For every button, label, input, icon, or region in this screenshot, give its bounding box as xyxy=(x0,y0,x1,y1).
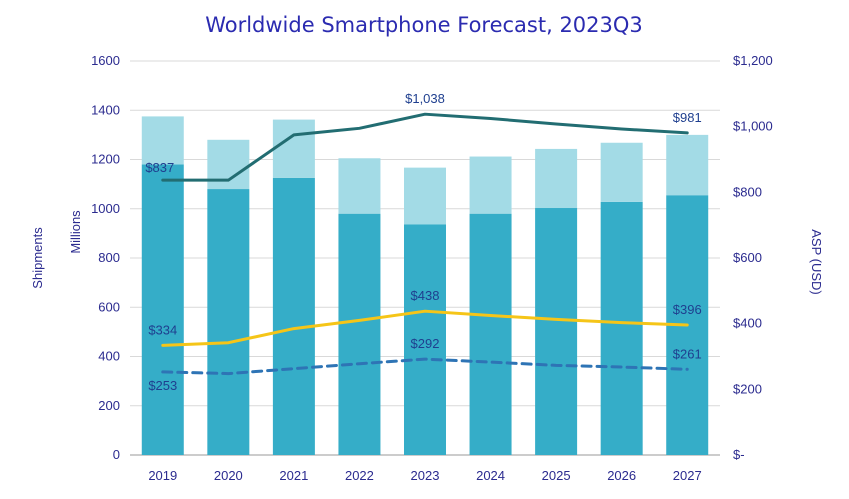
x-tick-label: 2023 xyxy=(411,468,440,483)
line-android-asp xyxy=(161,357,689,376)
bar-ios-2022 xyxy=(338,158,381,214)
bar-ios-2026 xyxy=(600,142,643,202)
right-tick-label: $1,200 xyxy=(733,53,773,68)
x-tick-label: 2027 xyxy=(673,468,702,483)
bar-ios-2021 xyxy=(272,119,315,178)
right-tick-label: $200 xyxy=(733,381,762,396)
bar-ios-2025 xyxy=(535,148,578,209)
bar-android-2025 xyxy=(535,208,578,455)
line-series xyxy=(161,112,689,376)
left-tick-label: 600 xyxy=(98,299,120,314)
left-tick-label: 1400 xyxy=(91,102,120,117)
data-label: $438 xyxy=(411,288,440,303)
data-label: $1,038 xyxy=(405,91,445,106)
data-label: $396 xyxy=(673,302,702,317)
bar-ios-2023 xyxy=(404,167,446,225)
right-tick-label: $800 xyxy=(733,184,762,199)
left-tick-label: 800 xyxy=(98,250,120,265)
line-overall-asp xyxy=(161,309,689,347)
data-labels: $837 $1,038 $981 $334 $438 $396 $253 $292 $261 xyxy=(145,91,701,393)
right-axis-ticks: $- $200 $400 $600 $800 $1,000 $1,200 xyxy=(733,53,773,462)
left-axis-label-millions: Millions xyxy=(68,210,83,254)
bar-ios-2019 xyxy=(141,116,184,165)
x-tick-label: 2022 xyxy=(345,468,374,483)
bar-android-2026 xyxy=(600,201,643,455)
data-label: $334 xyxy=(148,322,177,337)
left-axis-ticks: 0 200 400 600 800 1000 1200 1400 1600 xyxy=(91,53,120,462)
data-label: $981 xyxy=(673,110,702,125)
right-axis-label: ASP (USD) xyxy=(809,229,824,295)
bar-ios-2027 xyxy=(666,134,709,196)
bar-android-2020 xyxy=(207,189,250,456)
x-tick-label: 2019 xyxy=(148,468,177,483)
x-tick-label: 2020 xyxy=(214,468,243,483)
left-tick-label: 1600 xyxy=(91,53,120,68)
data-label: $837 xyxy=(145,160,174,175)
x-tick-label: 2025 xyxy=(542,468,571,483)
right-tick-label: $- xyxy=(733,447,745,462)
bar-ios-2024 xyxy=(469,156,512,214)
right-tick-label: $600 xyxy=(733,250,762,265)
x-axis-ticks: 2019 2020 2021 2022 2023 2024 2025 2026 2027 xyxy=(148,468,701,483)
bar-android-2022 xyxy=(338,213,381,455)
line-ios-asp xyxy=(161,112,689,182)
right-tick-label: $400 xyxy=(733,316,762,331)
bar-android-2023 xyxy=(404,224,446,455)
left-tick-label: 400 xyxy=(98,349,120,364)
left-axis-label-shipments: Shipments xyxy=(30,227,45,289)
bar-android-2019 xyxy=(141,164,184,456)
right-tick-label: $1,000 xyxy=(733,119,773,134)
left-tick-label: 0 xyxy=(113,447,120,462)
x-tick-label: 2026 xyxy=(607,468,636,483)
bar-series xyxy=(141,116,709,456)
bar-android-2021 xyxy=(272,177,315,455)
bar-android-2024 xyxy=(469,213,512,455)
left-tick-label: 1000 xyxy=(91,201,120,216)
data-label: $261 xyxy=(673,346,702,361)
chart-title: Worldwide Smartphone Forecast, 2023Q3 xyxy=(205,13,643,37)
left-tick-label: 200 xyxy=(98,398,120,413)
x-tick-label: 2024 xyxy=(476,468,505,483)
data-label: $292 xyxy=(411,336,440,351)
data-label: $253 xyxy=(148,378,177,393)
x-tick-label: 2021 xyxy=(279,468,308,483)
left-tick-label: 1200 xyxy=(91,152,120,167)
